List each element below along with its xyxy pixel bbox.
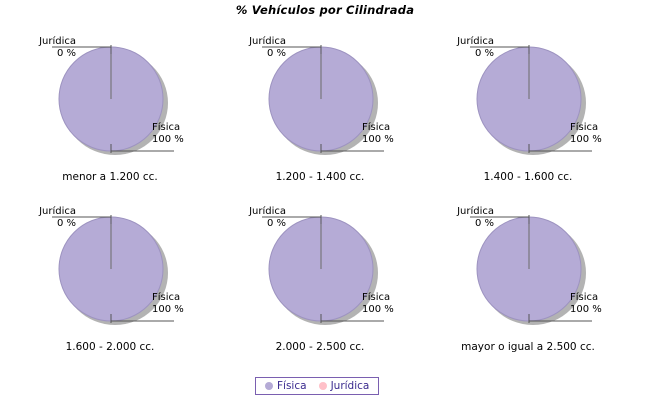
pie-panel-grid: Jurídica 0 % Física 100 % menor a 1.200 … <box>0 28 650 368</box>
slice-label-juridica-value-2: 0 % <box>474 48 494 59</box>
pie-category-label-3: 1.600 - 2.000 cc. <box>65 341 155 353</box>
legend-label-juridica: Jurídica <box>330 380 370 392</box>
slice-label-fisica-name-5: Física <box>570 292 599 303</box>
chart-legend[interactable]: Física Jurídica <box>255 377 380 395</box>
slice-label-juridica-name-2: Jurídica <box>457 36 494 47</box>
slice-label-juridica-value-4: 0 % <box>266 218 286 229</box>
pie-chart-4[interactable] <box>212 198 428 338</box>
legend-item-fisica[interactable]: Física <box>265 380 307 392</box>
slice-label-juridica-value-3: 0 % <box>56 218 76 229</box>
slice-label-juridica-name-3: Jurídica <box>39 206 76 217</box>
slice-label-fisica-5: Física 100 % <box>570 292 634 316</box>
legend-swatch-fisica-icon <box>265 382 273 390</box>
legend-swatch-juridica-icon <box>318 382 327 390</box>
pie-chart-2[interactable] <box>420 28 636 168</box>
pie-panel-4[interactable]: Jurídica 0 % Física 100 % 2.000 - 2.500 … <box>212 198 428 366</box>
slice-label-fisica-value-1: 100 % <box>362 134 394 145</box>
slice-label-fisica-name-3: Física <box>152 292 181 303</box>
slice-label-fisica-value-4: 100 % <box>362 304 394 315</box>
slice-label-fisica-value-3: 100 % <box>152 304 184 315</box>
slice-label-fisica-value-2: 100 % <box>570 134 602 145</box>
pie-panel-0[interactable]: Jurídica 0 % Física 100 % menor a 1.200 … <box>2 28 218 196</box>
slice-label-juridica-name-4: Jurídica <box>249 206 286 217</box>
slice-label-fisica-value-0: 100 % <box>152 134 184 145</box>
slice-label-juridica-4: Jurídica 0 % <box>222 206 286 230</box>
pie-category-label-2: 1.400 - 1.600 cc. <box>483 171 573 183</box>
slice-label-juridica-value-0: 0 % <box>56 48 76 59</box>
slice-label-fisica-1: Física 100 % <box>362 122 426 146</box>
pie-chart-0[interactable] <box>2 28 218 168</box>
pie-category-label-4: 2.000 - 2.500 cc. <box>275 341 365 353</box>
slice-label-fisica-name-4: Física <box>362 292 391 303</box>
slice-label-fisica-value-5: 100 % <box>570 304 602 315</box>
pie-panel-2[interactable]: Jurídica 0 % Física 100 % 1.400 - 1.600 … <box>420 28 636 196</box>
chart-title: % Vehículos por Cilindrada <box>235 3 415 17</box>
legend-item-juridica[interactable]: Jurídica <box>318 380 370 392</box>
pie-panel-1[interactable]: Jurídica 0 % Física 100 % 1.200 - 1.400 … <box>212 28 428 196</box>
slice-label-juridica-value-5: 0 % <box>474 218 494 229</box>
slice-label-fisica-2: Física 100 % <box>570 122 634 146</box>
slice-label-juridica-value-1: 0 % <box>266 48 286 59</box>
pie-chart-1[interactable] <box>212 28 428 168</box>
slice-label-juridica-name-5: Jurídica <box>457 206 494 217</box>
pie-category-label-5: mayor o igual a 2.500 cc. <box>461 341 595 353</box>
pie-chart-5[interactable] <box>420 198 636 338</box>
slice-label-juridica-2: Jurídica 0 % <box>430 36 494 60</box>
slice-label-fisica-name-2: Física <box>570 122 599 133</box>
pie-category-label-1: 1.200 - 1.400 cc. <box>275 171 365 183</box>
slice-label-fisica-0: Física 100 % <box>152 122 216 146</box>
slice-label-juridica-name-1: Jurídica <box>249 36 286 47</box>
slice-label-fisica-4: Física 100 % <box>362 292 426 316</box>
pie-panel-3[interactable]: Jurídica 0 % Física 100 % 1.600 - 2.000 … <box>2 198 218 366</box>
slice-label-juridica-0: Jurídica 0 % <box>12 36 76 60</box>
legend-label-fisica: Física <box>277 380 307 392</box>
slice-label-fisica-name-1: Física <box>362 122 391 133</box>
slice-label-fisica-name-0: Física <box>152 122 181 133</box>
slice-label-juridica-1: Jurídica 0 % <box>222 36 286 60</box>
pie-chart-3[interactable] <box>2 198 218 338</box>
slice-label-fisica-3: Física 100 % <box>152 292 216 316</box>
pie-panel-5[interactable]: Jurídica 0 % Física 100 % mayor o igual … <box>420 198 636 366</box>
slice-label-juridica-3: Jurídica 0 % <box>12 206 76 230</box>
slice-label-juridica-name-0: Jurídica <box>39 36 76 47</box>
pie-category-label-0: menor a 1.200 cc. <box>62 171 158 183</box>
slice-label-juridica-5: Jurídica 0 % <box>430 206 494 230</box>
